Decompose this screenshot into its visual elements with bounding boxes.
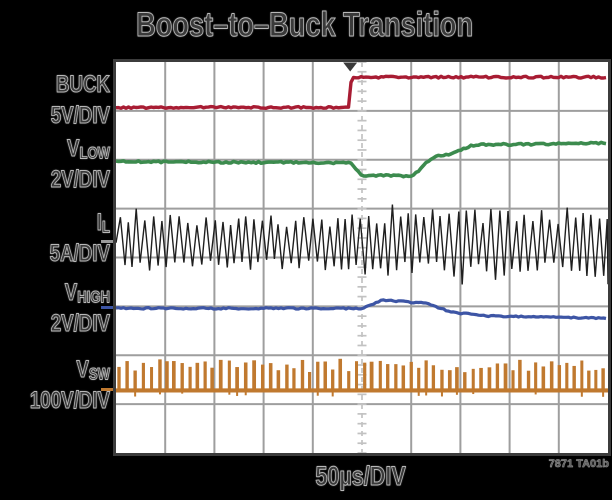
trace-vlow	[116, 140, 607, 179]
channel-name: BUCK	[55, 71, 111, 98]
channel-level-marker-vsw	[101, 388, 114, 391]
trace-vhigh	[116, 298, 607, 321]
channel-label-buck: BUCK 5V/DIV	[16, 71, 111, 129]
page-title: Boost–to–Buck Transition	[0, 6, 610, 45]
trace-il	[116, 204, 608, 285]
waveform-canvas	[116, 62, 608, 453]
channel-scale: 2V/DIV	[50, 165, 110, 193]
timebase-label: 50µs/DIV	[111, 461, 611, 492]
timebase-text: 50µs/DIV	[315, 461, 407, 492]
channel-scale: 2V/DIV	[50, 309, 110, 337]
channel-label-vlow: VLOW 2V/DIV	[16, 135, 111, 193]
figure-tag: 7871 TA01b	[548, 458, 609, 470]
channel-label-il: IL 5A/DIV	[16, 209, 110, 267]
trace-vsw	[116, 358, 608, 397]
channel-scale: 5V/DIV	[50, 101, 110, 129]
trigger-marker-icon	[343, 62, 358, 72]
oscilloscope-plot	[113, 59, 611, 456]
channel-name: VHIGH	[64, 279, 110, 307]
channel-level-marker-il	[101, 240, 114, 243]
channel-scale: 100V/DIV	[29, 386, 111, 414]
channel-scale: 5A/DIV	[49, 239, 110, 267]
channel-name: VSW	[76, 356, 110, 384]
channel-name: VLOW	[66, 135, 111, 163]
channel-label-vhigh: VHIGH 2V/DIV	[16, 279, 110, 337]
channel-name: IL	[96, 209, 110, 237]
trace-buck	[116, 74, 607, 110]
channel-label-vsw: VSW 100V/DIV	[16, 356, 111, 414]
channel-level-marker-vhigh	[101, 306, 114, 309]
page-title-text: Boost–to–Buck Transition	[136, 6, 474, 45]
